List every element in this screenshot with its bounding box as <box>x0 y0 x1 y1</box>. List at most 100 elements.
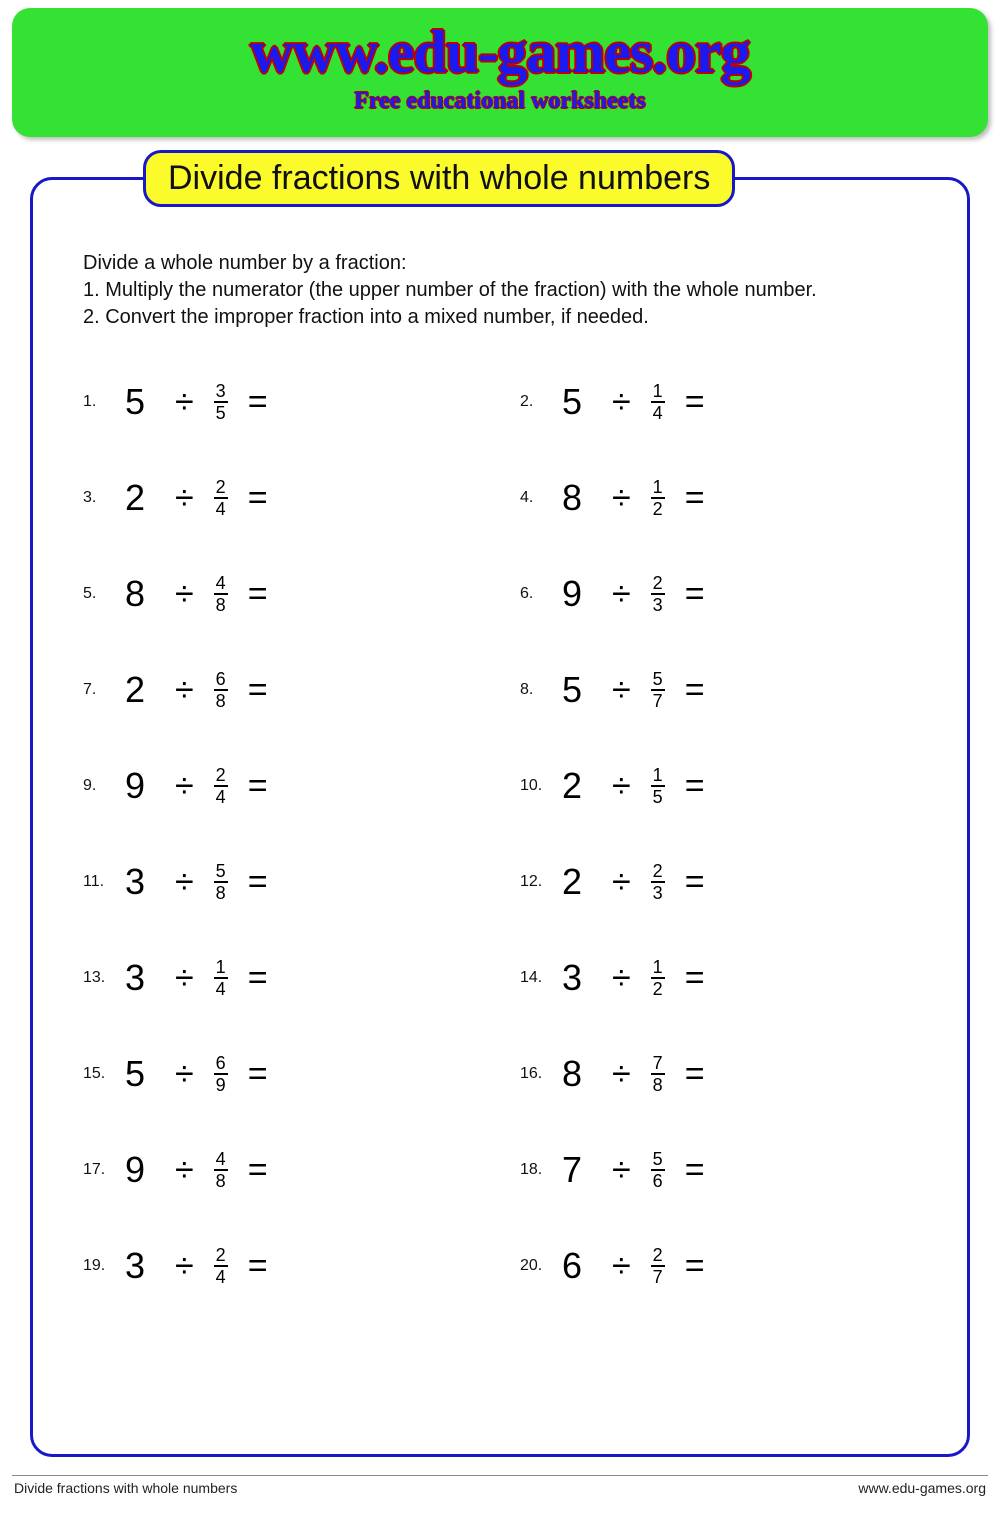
equals-symbol: = <box>248 383 268 422</box>
fraction: 48 <box>214 574 228 614</box>
worksheet-box: Divide fractions with whole numbers Divi… <box>30 177 970 1457</box>
problems-grid: 1.5÷35=2.5÷14=3.2÷24=4.8÷12=5.8÷48=6.9÷2… <box>83 381 917 1287</box>
problem-number: 7. <box>83 681 117 699</box>
whole-number: 9 <box>560 573 584 615</box>
problem-row: 12.2÷23= <box>520 861 917 903</box>
problem-row: 18.7÷56= <box>520 1149 917 1191</box>
problem-row: 7.2÷68= <box>83 669 480 711</box>
fraction-denominator: 5 <box>214 401 228 422</box>
divide-symbol: ÷ <box>175 1151 194 1190</box>
site-title: www.edu-games.org <box>32 22 968 82</box>
whole-number: 3 <box>123 957 147 999</box>
fraction: 23 <box>651 574 665 614</box>
fraction: 78 <box>651 1054 665 1094</box>
whole-number: 7 <box>560 1149 584 1191</box>
problem-row: 9.9÷24= <box>83 765 480 807</box>
problem-row: 15.5÷69= <box>83 1053 480 1095</box>
fraction-denominator: 8 <box>214 689 228 710</box>
fraction-numerator: 5 <box>651 1150 665 1169</box>
problem-row: 11.3÷58= <box>83 861 480 903</box>
fraction-numerator: 5 <box>651 670 665 689</box>
divide-symbol: ÷ <box>175 959 194 998</box>
divide-symbol: ÷ <box>612 479 631 518</box>
fraction: 15 <box>651 766 665 806</box>
problem-row: 2.5÷14= <box>520 381 917 423</box>
divide-symbol: ÷ <box>175 383 194 422</box>
fraction: 69 <box>214 1054 228 1094</box>
problem-number: 14. <box>520 969 554 987</box>
fraction-denominator: 3 <box>651 881 665 902</box>
whole-number: 9 <box>123 765 147 807</box>
problem-row: 17.9÷48= <box>83 1149 480 1191</box>
fraction: 14 <box>651 382 665 422</box>
divide-symbol: ÷ <box>175 671 194 710</box>
divide-symbol: ÷ <box>612 959 631 998</box>
fraction-denominator: 4 <box>651 401 665 422</box>
equals-symbol: = <box>685 479 705 518</box>
divide-symbol: ÷ <box>612 575 631 614</box>
problem-number: 18. <box>520 1161 554 1179</box>
fraction: 24 <box>214 478 228 518</box>
problem-number: 17. <box>83 1161 117 1179</box>
fraction: 35 <box>214 382 228 422</box>
fraction: 12 <box>651 478 665 518</box>
site-banner: www.edu-games.org Free educational works… <box>12 8 988 137</box>
page-footer: Divide fractions with whole numbers www.… <box>12 1475 988 1514</box>
divide-symbol: ÷ <box>612 1247 631 1286</box>
equals-symbol: = <box>685 959 705 998</box>
whole-number: 5 <box>123 1053 147 1095</box>
fraction-numerator: 6 <box>214 670 228 689</box>
fraction: 57 <box>651 670 665 710</box>
fraction-denominator: 8 <box>651 1073 665 1094</box>
problem-number: 16. <box>520 1065 554 1083</box>
problem-row: 14.3÷12= <box>520 957 917 999</box>
problem-number: 13. <box>83 969 117 987</box>
fraction: 68 <box>214 670 228 710</box>
problem-row: 3.2÷24= <box>83 477 480 519</box>
equals-symbol: = <box>248 1055 268 1094</box>
fraction-denominator: 8 <box>214 881 228 902</box>
fraction-denominator: 4 <box>214 785 228 806</box>
problem-row: 4.8÷12= <box>520 477 917 519</box>
fraction: 12 <box>651 958 665 998</box>
fraction-denominator: 4 <box>214 497 228 518</box>
equals-symbol: = <box>685 1151 705 1190</box>
equals-symbol: = <box>685 1247 705 1286</box>
divide-symbol: ÷ <box>175 767 194 806</box>
problem-number: 19. <box>83 1257 117 1275</box>
fraction: 58 <box>214 862 228 902</box>
fraction-denominator: 3 <box>651 593 665 614</box>
divide-symbol: ÷ <box>612 383 631 422</box>
fraction-denominator: 4 <box>214 977 228 998</box>
equals-symbol: = <box>248 671 268 710</box>
problem-number: 6. <box>520 585 554 603</box>
whole-number: 2 <box>560 861 584 903</box>
fraction-numerator: 2 <box>214 478 228 497</box>
problem-number: 5. <box>83 585 117 603</box>
problem-row: 13.3÷14= <box>83 957 480 999</box>
problem-row: 5.8÷48= <box>83 573 480 615</box>
fraction-denominator: 9 <box>214 1073 228 1094</box>
problem-row: 10.2÷15= <box>520 765 917 807</box>
divide-symbol: ÷ <box>612 863 631 902</box>
problem-row: 19.3÷24= <box>83 1245 480 1287</box>
divide-symbol: ÷ <box>612 767 631 806</box>
problem-row: 20.6÷27= <box>520 1245 917 1287</box>
instructions-block: Divide a whole number by a fraction: 1. … <box>83 250 917 331</box>
worksheet-page: www.edu-games.org Free educational works… <box>0 8 1000 1514</box>
fraction: 56 <box>651 1150 665 1190</box>
fraction-numerator: 2 <box>651 1246 665 1265</box>
problem-number: 10. <box>520 777 554 795</box>
equals-symbol: = <box>248 1151 268 1190</box>
whole-number: 3 <box>123 1245 147 1287</box>
fraction-numerator: 2 <box>651 862 665 881</box>
fraction-numerator: 6 <box>214 1054 228 1073</box>
site-subtitle: Free educational worksheets <box>32 88 968 115</box>
problem-number: 15. <box>83 1065 117 1083</box>
fraction-numerator: 3 <box>214 382 228 401</box>
problem-number: 1. <box>83 393 117 411</box>
whole-number: 3 <box>123 861 147 903</box>
equals-symbol: = <box>685 575 705 614</box>
problem-row: 16.8÷78= <box>520 1053 917 1095</box>
divide-symbol: ÷ <box>175 479 194 518</box>
